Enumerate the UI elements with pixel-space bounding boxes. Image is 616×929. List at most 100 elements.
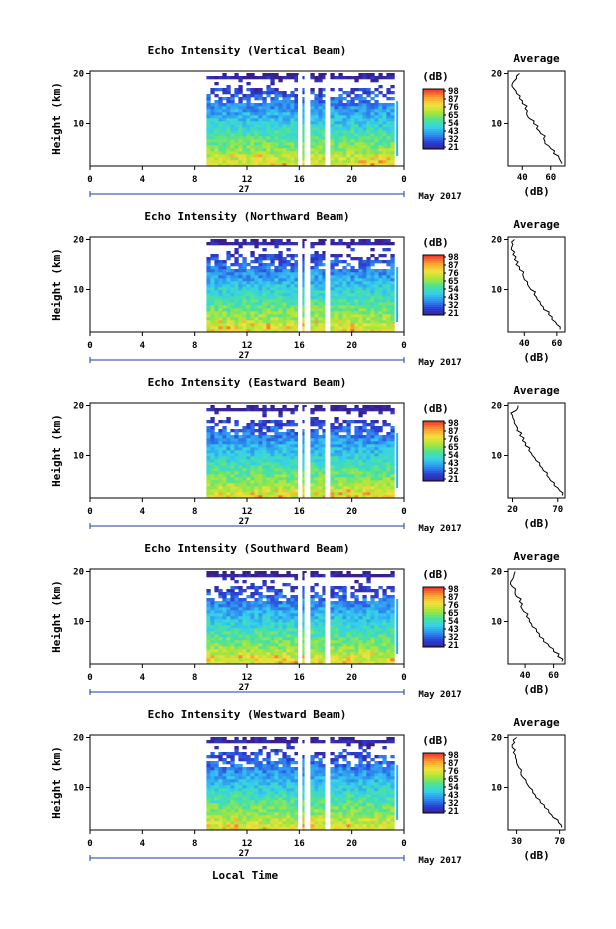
heatmap-cell: [382, 290, 387, 294]
heatmap-cell: [314, 278, 319, 282]
heatmap-cell: [354, 634, 359, 638]
heatmap-cell: [374, 281, 379, 285]
heatmap-cell: [334, 157, 339, 161]
heatmap-cell: [318, 453, 323, 457]
heatmap-cell: [230, 272, 235, 276]
heatmap-cell: [206, 625, 211, 629]
heatmap-cell: [386, 453, 391, 457]
colorbar-band: [423, 597, 444, 600]
heatmap-cell: [374, 619, 379, 623]
heatmap-cell: [254, 242, 259, 246]
heatmap-cell: [270, 628, 275, 632]
heatmap-cell: [318, 634, 323, 638]
heatmap-cell: [314, 287, 319, 291]
heatmap-cell: [302, 655, 307, 659]
heatmap-cell: [238, 293, 243, 297]
heatmap-cell: [222, 607, 227, 611]
heatmap-cell: [314, 118, 319, 122]
heatmap-cell: [314, 148, 319, 152]
heatmap-cell: [386, 275, 391, 279]
heatmap-cell: [342, 613, 347, 617]
heatmap-cell: [266, 109, 271, 113]
heatmap-cell: [302, 610, 307, 614]
heatmap-cell: [334, 417, 339, 421]
heatmap-cell: [354, 139, 359, 143]
heatmap-cell: [290, 652, 295, 656]
heatmap-cell: [218, 145, 223, 149]
heatmap-cell: [366, 652, 371, 656]
heatmap-cell: [246, 136, 251, 140]
heatmap-cell: [322, 302, 327, 306]
heatmap-cell: [342, 139, 347, 143]
heatmap-cell: [282, 649, 287, 653]
heatmap-cell: [222, 492, 227, 496]
heatmap-cell: [318, 438, 323, 442]
heatmap-cell: [310, 462, 315, 466]
heatmap-cell: [278, 317, 283, 321]
heatmap-cell: [234, 248, 239, 252]
colorbar-band: [423, 287, 444, 290]
heatmap-cell: [286, 124, 291, 128]
heatmap-cell: [254, 91, 259, 95]
heatmap-cell: [210, 610, 215, 614]
heatmap-cell: [314, 655, 319, 659]
heatmap-cell: [334, 121, 339, 125]
heatmap-cell: [386, 163, 391, 167]
heatmap-cell: [218, 239, 223, 243]
heatmap-cell: [270, 631, 275, 635]
heatmap-cell: [246, 100, 251, 104]
heatmap-cell: [278, 640, 283, 644]
heatmap-cell: [378, 441, 383, 445]
heatmap-cell: [370, 139, 375, 143]
heatmap-cell: [270, 308, 275, 312]
heatmap-cell: [246, 133, 251, 137]
heatmap-cell: [370, 453, 375, 457]
heatmap-cell: [230, 109, 235, 113]
heatmap-cell: [270, 100, 275, 104]
heatmap-cell: [386, 142, 391, 146]
heatmap-cell: [342, 302, 347, 306]
heatmap-cell: [250, 655, 255, 659]
heatmap-cell: [214, 459, 219, 463]
heatmap-cell: [222, 296, 227, 300]
y-axis-label: Height (km): [50, 248, 63, 321]
heatmap-cell: [390, 432, 395, 436]
heatmap-cell: [226, 127, 231, 131]
heatmap-cell: [342, 163, 347, 167]
heatmap-cell: [358, 73, 363, 77]
heatmap-cell: [302, 604, 307, 608]
heatmap-cell: [290, 468, 295, 472]
heatmap-cell: [206, 438, 211, 442]
heatmap-cell: [254, 284, 259, 288]
heatmap-cell: [386, 468, 391, 472]
heatmap-cell: [290, 598, 295, 602]
heatmap-cell: [218, 420, 223, 424]
colorbar-label: 54: [448, 285, 459, 295]
heatmap-cell: [254, 260, 259, 264]
heatmap-cell: [322, 275, 327, 279]
heatmap-cell: [210, 625, 215, 629]
heatmap-cell: [286, 260, 291, 264]
heatmap-cell: [362, 480, 367, 484]
heatmap-cell: [274, 118, 279, 122]
heatmap-cell: [346, 302, 351, 306]
heatmap-cell: [358, 468, 363, 472]
heatmap-cell: [358, 480, 363, 484]
heatmap-cell: [362, 486, 367, 490]
heatmap-cell: [234, 118, 239, 122]
heatmap-cell: [386, 616, 391, 620]
heatmap-cell: [374, 106, 379, 110]
heatmap-cell: [314, 299, 319, 303]
heatmap-cell: [278, 435, 283, 439]
heatmap-cell: [362, 571, 367, 575]
profile-line: [509, 571, 564, 662]
heatmap-cell: [354, 278, 359, 282]
heatmap-cell: [358, 435, 363, 439]
heatmap-cell: [370, 637, 375, 641]
heatmap-cell: [206, 94, 211, 98]
heatmap-cell: [210, 287, 215, 291]
heatmap-cell: [390, 160, 395, 164]
heatmap-cell: [318, 118, 323, 122]
heatmap-cell: [266, 661, 271, 665]
heatmap-cell: [278, 293, 283, 297]
